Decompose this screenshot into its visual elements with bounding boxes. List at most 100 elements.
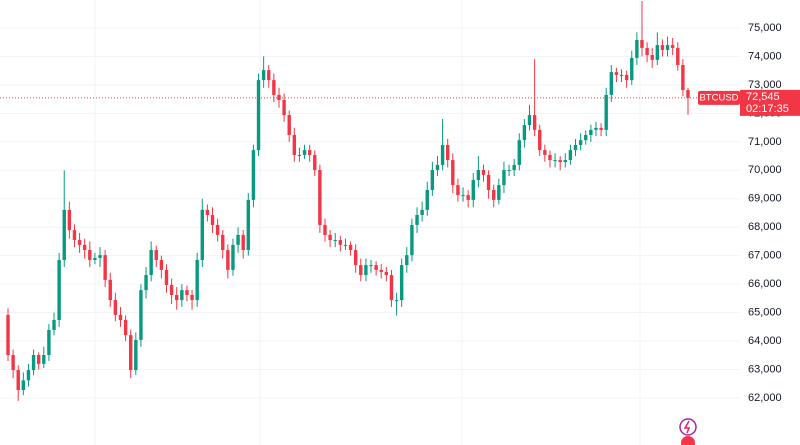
candle-body: [118, 314, 123, 321]
candle-body: [456, 185, 460, 196]
candle-body: [512, 164, 516, 171]
candle-body: [185, 290, 189, 295]
candle-body: [553, 160, 557, 162]
candle-body: [502, 170, 506, 186]
y-tick-label: 68,000: [748, 221, 782, 233]
candle-body: [420, 209, 424, 215]
candle-body: [72, 230, 77, 241]
candle-body: [410, 224, 414, 256]
countdown-label: 02:17:35: [746, 103, 789, 115]
candle-body: [517, 140, 521, 165]
candle-body: [522, 125, 527, 141]
y-tick-label: 75,000: [748, 22, 782, 34]
candle-body: [11, 355, 15, 371]
candle-body: [486, 174, 491, 190]
candle-body: [558, 160, 562, 163]
candle-body: [313, 154, 317, 171]
candle-body: [108, 279, 112, 301]
price-tag: [740, 89, 800, 116]
icon[interactable]: [679, 418, 697, 436]
candle-body: [343, 244, 348, 246]
y-tick-label: 63,000: [748, 363, 782, 375]
candle-body: [287, 115, 291, 136]
candle-body: [21, 380, 26, 391]
candle-body: [548, 154, 552, 161]
candle-body: [405, 255, 409, 266]
candle-body: [359, 265, 363, 276]
candle-body: [599, 127, 603, 130]
y-tick-label: 74,000: [748, 50, 782, 62]
candle-body: [149, 249, 153, 276]
candle-body: [154, 249, 158, 260]
candle-body: [660, 45, 665, 50]
candle-body: [190, 294, 194, 301]
candle-body: [624, 74, 629, 81]
candle-body: [297, 154, 302, 156]
candle-body: [57, 259, 61, 321]
candle-body: [538, 129, 542, 151]
candle-body: [82, 244, 87, 250]
candle-body: [323, 224, 327, 235]
candle-body: [77, 240, 82, 245]
y-tick-label: 64,000: [748, 335, 782, 347]
candle-body: [461, 195, 465, 197]
y-tick-label: 66,000: [748, 278, 782, 290]
last-price-label: 72,545: [746, 91, 780, 103]
candle-body: [47, 329, 51, 356]
candle-body: [113, 300, 118, 315]
candle-body: [655, 45, 660, 60]
candle-body: [640, 39, 644, 48]
symbol-tag: [698, 90, 740, 105]
candle-body: [440, 144, 445, 165]
vertical-grid: [94, 0, 641, 445]
candle-body: [205, 209, 210, 215]
candle-body: [676, 47, 680, 66]
candle-body: [619, 74, 624, 76]
candle-body: [527, 115, 532, 126]
candle-body: [134, 339, 138, 371]
candle-body: [221, 234, 225, 250]
candle-body: [42, 355, 46, 364]
candle-body: [543, 150, 547, 155]
candle-body: [256, 80, 261, 151]
y-tick-label: 71,000: [748, 136, 782, 148]
candle-body: [31, 355, 36, 371]
candle-body: [589, 129, 593, 136]
candle-body: [369, 265, 373, 267]
candle-body: [277, 94, 281, 101]
candles: [6, 0, 690, 401]
candle-body: [195, 259, 199, 301]
candle-body: [36, 355, 41, 364]
candle-body: [144, 275, 148, 291]
candle-body: [451, 160, 455, 186]
candle-body: [67, 209, 72, 231]
y-tick-label: 65,000: [748, 307, 782, 319]
candle-body: [399, 265, 404, 301]
candle-body: [374, 265, 378, 270]
icon[interactable]: [681, 436, 695, 445]
candle-body: [471, 179, 475, 200]
candle-body: [614, 72, 619, 75]
candle-body: [164, 269, 169, 285]
candle-body: [88, 249, 92, 260]
candle-body: [307, 150, 312, 155]
candle-body: [292, 135, 297, 155]
candle-body: [98, 255, 102, 258]
candle-body: [159, 259, 164, 270]
candle-body: [200, 209, 204, 260]
candle-body: [251, 150, 256, 200]
candle-body: [568, 150, 573, 161]
candle-body: [384, 271, 389, 276]
candle-body: [379, 269, 383, 272]
candle-body: [231, 244, 235, 270]
candle-body: [630, 57, 634, 81]
candle-body: [6, 314, 10, 356]
candle-body: [573, 144, 578, 151]
candle-body: [129, 335, 133, 371]
candle-body: [180, 290, 184, 301]
candle-body: [594, 127, 598, 130]
candle-body: [282, 100, 286, 116]
y-tick-label: 67,000: [748, 250, 782, 262]
candle-body: [445, 144, 450, 161]
candle-body: [16, 370, 20, 391]
